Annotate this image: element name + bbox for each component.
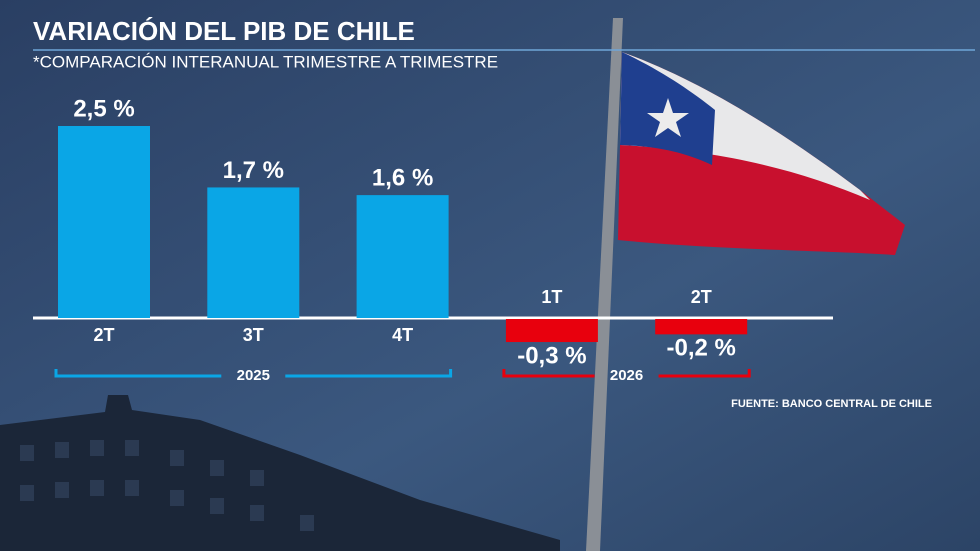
windows xyxy=(20,440,314,531)
bar xyxy=(356,195,449,318)
flag-pole xyxy=(586,18,623,551)
group-bracket xyxy=(54,369,453,378)
bar xyxy=(207,187,300,318)
x-tick-label: 2T xyxy=(691,287,712,307)
value-label: -0,3 % xyxy=(517,342,586,369)
bar xyxy=(655,319,748,335)
value-label: -0,2 % xyxy=(667,335,736,362)
x-tick-label: 1T xyxy=(541,287,562,307)
bar xyxy=(505,319,598,343)
value-label: 2,5 % xyxy=(73,95,134,122)
bar xyxy=(58,126,150,318)
group-label: 2025 xyxy=(237,367,270,384)
group-label: 2026 xyxy=(610,367,643,384)
chart-title: VARIACIÓN DEL PIB DE CHILE xyxy=(33,16,415,46)
x-tick-label: 3T xyxy=(243,325,264,345)
building xyxy=(0,395,560,551)
x-tick-label: 2T xyxy=(93,325,114,345)
value-label: 1,7 % xyxy=(223,157,284,184)
flag-star xyxy=(647,98,689,137)
x-tick-label: 4T xyxy=(392,325,413,345)
group-bracket xyxy=(502,369,751,378)
value-label: 1,6 % xyxy=(372,164,433,191)
source: FUENTE: BANCO CENTRAL DE CHILE xyxy=(731,398,932,410)
chart-subtitle: *COMPARACIÓN INTERANUAL TRIMESTRE A TRIM… xyxy=(33,52,498,71)
